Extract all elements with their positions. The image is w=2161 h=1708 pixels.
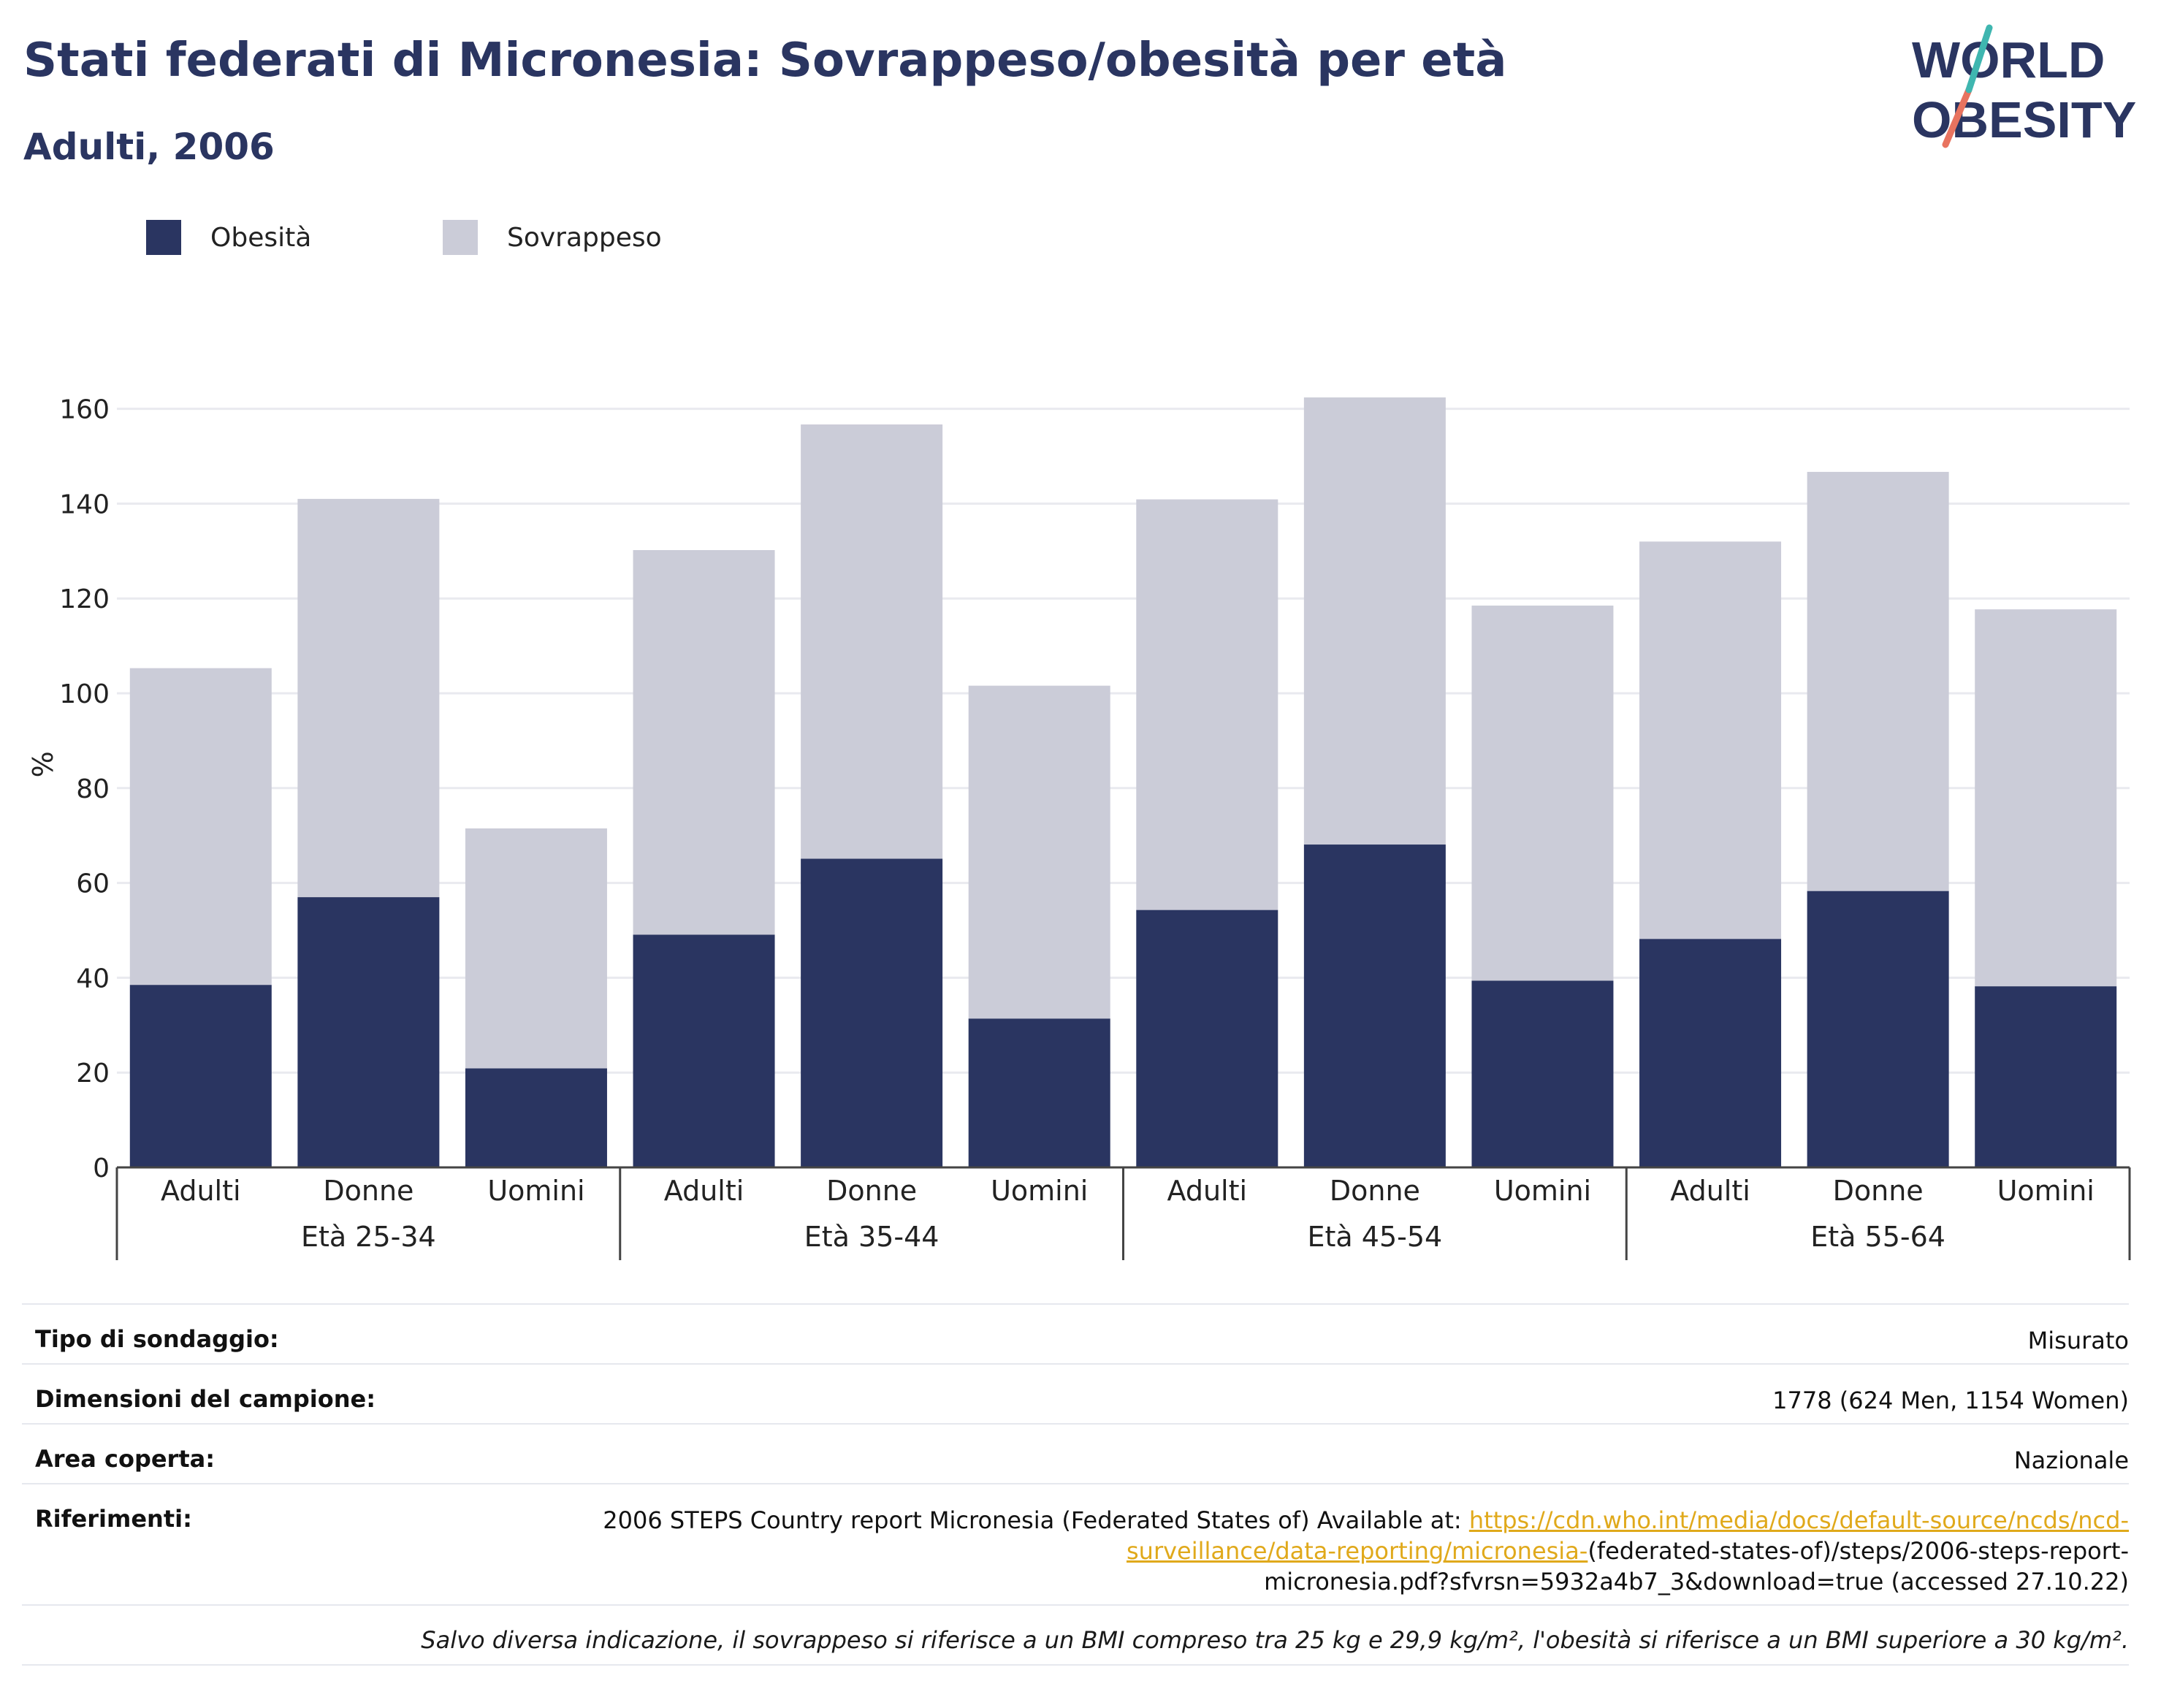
bar-obesity <box>1639 939 1782 1167</box>
y-tick-label: 80 <box>76 774 110 804</box>
legend-swatch-overweight <box>443 220 478 255</box>
x-tick-label: Donne <box>1833 1175 1924 1207</box>
x-tick-label: Donne <box>323 1175 413 1207</box>
bar-overweight <box>1639 541 1782 939</box>
y-axis-label: % <box>27 751 59 777</box>
bar-overweight <box>633 550 775 935</box>
bar-obesity <box>1471 980 1614 1167</box>
bar-obesity <box>968 1018 1110 1167</box>
legend-label-obesity: Obesità <box>210 222 312 253</box>
info-label: Tipo di sondaggio: <box>35 1325 279 1353</box>
bar-overweight <box>1471 605 1614 981</box>
info-row-sample-size: Dimensioni del campione: 1778 (624 Men, … <box>22 1363 2129 1423</box>
legend-item-obesity[interactable]: Obesità <box>146 218 311 257</box>
references-text-2: (federated-states-of)/steps/2006-steps-r… <box>1588 1537 2129 1565</box>
references-text: 2006 STEPS Country report Micronesia (Fe… <box>603 1505 2129 1597</box>
group-label: Età 45-54 <box>1308 1221 1443 1253</box>
bar-obesity <box>465 1068 607 1167</box>
bar-overweight <box>1303 397 1446 845</box>
group-label: Età 25-34 <box>301 1221 436 1253</box>
x-tick-label: Uomini <box>487 1175 584 1207</box>
info-label: Riferimenti: <box>35 1505 192 1533</box>
bar-overweight <box>1975 609 2117 987</box>
y-tick-label: 40 <box>76 964 110 994</box>
bar-obesity <box>297 897 440 1167</box>
reference-link-cont[interactable]: surveillance/data-reporting/micronesia- <box>1126 1537 1588 1565</box>
bar-overweight <box>465 828 607 1069</box>
bmi-note: Salvo diversa indicazione, il sovrappeso… <box>22 1604 2129 1666</box>
bar-obesity <box>1807 891 1949 1167</box>
y-tick-label: 140 <box>59 489 110 519</box>
reference-link[interactable]: https://cdn.who.int/media/docs/default-s… <box>1468 1506 2129 1534</box>
bar-overweight <box>968 685 1110 1019</box>
info-value: Nazionale <box>2013 1446 2129 1474</box>
bar-obesity <box>1303 845 1446 1167</box>
x-tick-label: Adulti <box>161 1175 241 1207</box>
y-tick-label: 160 <box>59 395 110 425</box>
legend-item-overweight[interactable]: Sovrappeso <box>443 218 662 257</box>
bar-obesity <box>1975 986 2117 1167</box>
y-tick-label: 0 <box>93 1154 110 1183</box>
x-tick-label: Adulti <box>664 1175 744 1207</box>
info-row-survey-type: Tipo di sondaggio: Misurato <box>22 1303 2129 1363</box>
x-tick-label: Donne <box>826 1175 917 1207</box>
references-text-3: micronesia.pdf?sfvrsn=5932a4b7_3&downloa… <box>1264 1568 2129 1595</box>
svg-text:WORLD: WORLD <box>1912 31 2105 88</box>
references-text-1: 2006 STEPS Country report Micronesia (Fe… <box>603 1506 1469 1534</box>
y-tick-label: 100 <box>59 679 110 709</box>
info-value: 1778 (624 Men, 1154 Women) <box>1772 1387 2129 1414</box>
x-tick-label: Uomini <box>1494 1175 1591 1207</box>
legend-label-overweight: Sovrappeso <box>507 222 662 253</box>
x-tick-label: Uomini <box>991 1175 1088 1207</box>
info-table: Tipo di sondaggio: Misurato Dimensioni d… <box>22 1303 2129 1666</box>
info-label: Area coperta: <box>35 1445 216 1473</box>
group-label: Età 55-64 <box>1810 1221 1945 1253</box>
info-value: Misurato <box>2027 1327 2129 1354</box>
bar-overweight <box>801 424 943 859</box>
bar-overweight <box>1807 471 1949 891</box>
y-tick-label: 120 <box>59 584 110 614</box>
x-tick-label: Adulti <box>1670 1175 1750 1207</box>
chart-title: Stati federati di Micronesia: Sovrappeso… <box>23 34 1507 88</box>
bar-obesity <box>801 858 943 1167</box>
bar-overweight <box>297 498 440 898</box>
y-tick-label: 60 <box>76 869 110 899</box>
bar-obesity <box>633 934 775 1167</box>
group-label: Età 35-44 <box>804 1221 940 1253</box>
legend-swatch-obesity <box>146 220 181 255</box>
x-tick-label: Adulti <box>1167 1175 1248 1207</box>
chart-subtitle: Adulti, 2006 <box>23 126 275 168</box>
stacked-bar-chart: 0 20 40 60 80 100 120 140 160% Adulti Donne Uomini A… <box>27 395 2131 1260</box>
x-tick-label: Uomini <box>1997 1175 2095 1207</box>
bar-obesity <box>129 985 272 1167</box>
bar-overweight <box>1136 499 1278 910</box>
y-tick-label: 20 <box>76 1059 110 1089</box>
info-row-references: Riferimenti: 2006 STEPS Country report M… <box>22 1483 2129 1604</box>
x-tick-label: Donne <box>1330 1175 1420 1207</box>
bar-obesity <box>1136 910 1278 1167</box>
info-row-area: Area coperta: Nazionale <box>22 1423 2129 1483</box>
world-obesity-logo: WORLD OBESITY <box>1912 24 2136 148</box>
info-label: Dimensioni del campione: <box>35 1385 376 1413</box>
bar-overweight <box>129 668 272 985</box>
